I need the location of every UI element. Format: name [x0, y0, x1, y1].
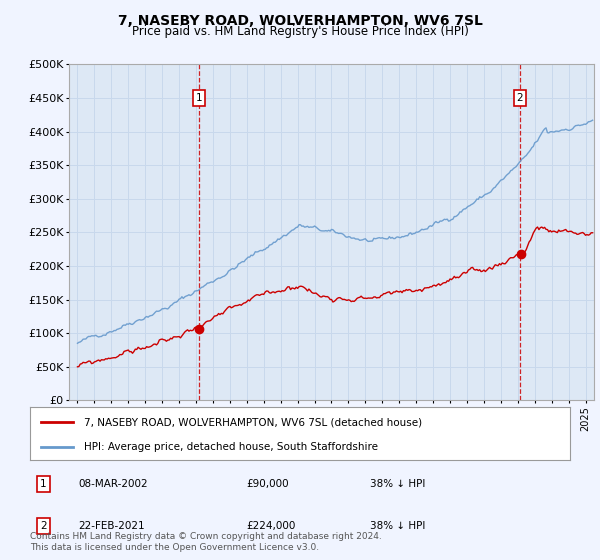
Text: 7, NASEBY ROAD, WOLVERHAMPTON, WV6 7SL (detached house): 7, NASEBY ROAD, WOLVERHAMPTON, WV6 7SL (…: [84, 417, 422, 427]
Text: HPI: Average price, detached house, South Staffordshire: HPI: Average price, detached house, Sout…: [84, 442, 378, 452]
Text: Contains HM Land Registry data © Crown copyright and database right 2024.
This d: Contains HM Land Registry data © Crown c…: [30, 532, 382, 552]
Text: 22-FEB-2021: 22-FEB-2021: [79, 521, 145, 531]
Text: 7, NASEBY ROAD, WOLVERHAMPTON, WV6 7SL: 7, NASEBY ROAD, WOLVERHAMPTON, WV6 7SL: [118, 14, 482, 28]
Text: £90,000: £90,000: [246, 479, 289, 489]
Text: 38% ↓ HPI: 38% ↓ HPI: [370, 521, 425, 531]
Text: £224,000: £224,000: [246, 521, 295, 531]
Text: 1: 1: [40, 479, 47, 489]
Text: 08-MAR-2002: 08-MAR-2002: [79, 479, 148, 489]
Text: 38% ↓ HPI: 38% ↓ HPI: [370, 479, 425, 489]
Text: 1: 1: [196, 93, 202, 103]
Text: 2: 2: [517, 93, 523, 103]
Text: 2: 2: [40, 521, 47, 531]
Text: Price paid vs. HM Land Registry's House Price Index (HPI): Price paid vs. HM Land Registry's House …: [131, 25, 469, 38]
